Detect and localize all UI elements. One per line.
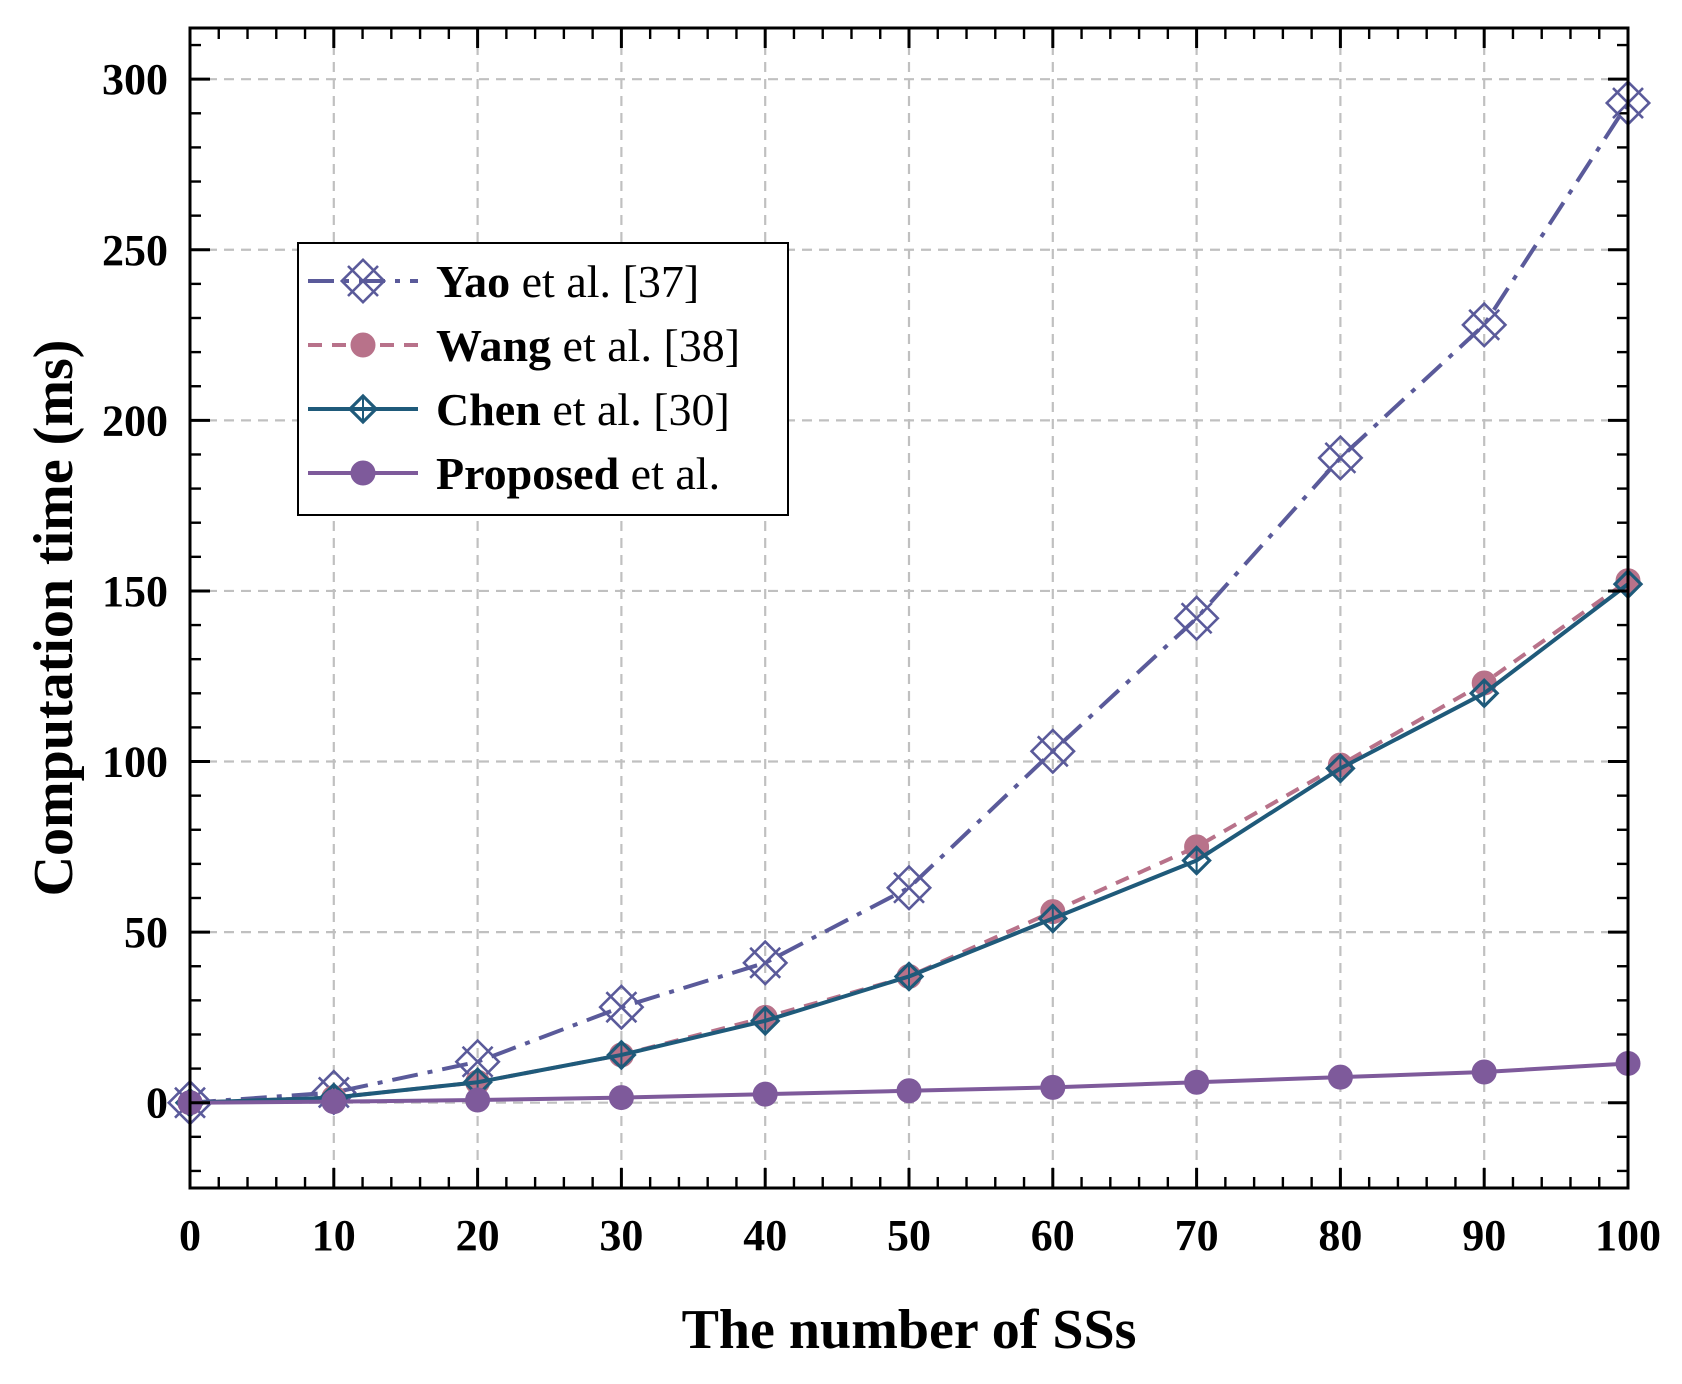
data-point-stroke-b: [1180, 602, 1213, 635]
legend-marker-stroke-b: [347, 265, 379, 297]
y-tick-label: 200: [102, 396, 168, 445]
legend-label-bold: Chen: [436, 384, 541, 435]
x-tick-label: 100: [1595, 1211, 1661, 1260]
data-point: [465, 1087, 491, 1113]
legend-label-bold: Proposed: [436, 448, 620, 499]
x-tick-label: 90: [1462, 1211, 1506, 1260]
legend-entry: Wang et al. [38]: [308, 320, 740, 371]
x-tick-label: 30: [599, 1211, 643, 1260]
y-axis-title: Computation time (ms): [23, 340, 85, 897]
data-point: [1471, 1059, 1497, 1085]
y-tick-label: 50: [124, 908, 168, 957]
x-axis-ticks: 0 10 20 30 40 50 60 70 80 90 100: [179, 28, 1661, 1260]
data-point: [608, 1085, 634, 1111]
series-line: [189, 101, 1630, 1105]
legend-entry: Yao et al. [37]: [308, 256, 699, 307]
data-point: [752, 1081, 778, 1107]
data-point: [1040, 1074, 1066, 1100]
legend-label-bold: Wang: [436, 320, 551, 371]
data-point-stroke-b: [893, 871, 925, 904]
x-tick-label: 60: [1031, 1211, 1075, 1260]
data-point-stroke-b: [461, 1045, 494, 1078]
x-tick-label: 0: [179, 1211, 201, 1260]
data-point: [321, 1089, 347, 1115]
data-point: [896, 1078, 922, 1104]
legend-label: Yao et al. [37]: [436, 256, 699, 307]
data-point-stroke-b: [749, 946, 782, 979]
legend-label: Wang et al. [38]: [436, 320, 740, 371]
x-tick-label: 50: [887, 1211, 931, 1260]
x-tick-label: 70: [1175, 1211, 1219, 1260]
legend-label-rest: et al. [38]: [551, 320, 740, 371]
legend-label: Proposed et al.: [436, 448, 720, 499]
legend-marker: [350, 460, 376, 486]
series-yao: [166, 80, 1652, 1126]
y-tick-label: 100: [102, 738, 168, 787]
legend-entry: Proposed et al.: [308, 448, 720, 499]
legend-label-rest: et al. [30]: [541, 384, 730, 435]
x-tick-label: 40: [743, 1211, 787, 1260]
y-tick-label: 0: [146, 1079, 168, 1128]
legend: Yao et al. [37]Wang et al. [38]Chen et a…: [297, 242, 789, 516]
y-axis-ticks: 0 50 100 150 200 250 300: [102, 55, 1628, 1128]
legend-label-bold: Yao: [436, 256, 510, 307]
legend-label: Chen et al. [30]: [436, 384, 730, 435]
data-point-stroke-b: [1468, 308, 1501, 341]
x-tick-label: 10: [312, 1211, 356, 1260]
series-layer: [166, 80, 1652, 1126]
legend-entry: Chen et al. [30]: [308, 384, 730, 435]
data-point-stroke-b: [1036, 735, 1069, 768]
x-axis-title: The number of SSs: [682, 1299, 1137, 1361]
y-tick-label: 150: [102, 567, 168, 616]
legend-marker: [350, 332, 376, 358]
x-tick-label: 80: [1318, 1211, 1362, 1260]
y-tick-label: 250: [102, 226, 168, 275]
legend-box: [297, 242, 789, 516]
minor-ticks: [190, 28, 1628, 1188]
x-tick-label: 20: [456, 1211, 500, 1260]
y-tick-label: 300: [102, 55, 168, 104]
data-point: [1184, 1069, 1210, 1095]
data-point-stroke-b: [605, 991, 638, 1024]
legend-label-rest: et al.: [619, 448, 720, 499]
data-point: [1327, 1064, 1353, 1090]
legend-label-rest: et al. [37]: [510, 256, 699, 307]
data-point-stroke-b: [1324, 441, 1357, 474]
